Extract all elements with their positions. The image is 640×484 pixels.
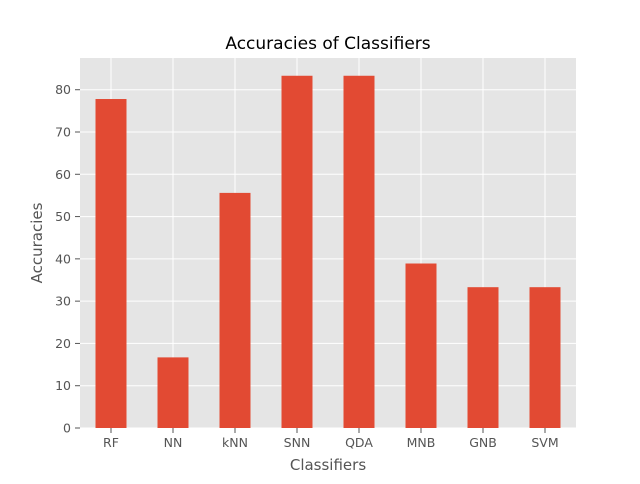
bar-svm: [529, 287, 561, 428]
x-axis-label: Classifiers: [290, 456, 366, 474]
bar-mnb: [405, 263, 437, 428]
x-tick-label: QDA: [345, 435, 373, 450]
y-tick-label: 40: [55, 251, 71, 266]
bar-knn: [219, 192, 251, 428]
y-tick-label: 60: [55, 167, 71, 182]
bar-nn: [157, 357, 189, 428]
x-tick-label: MNB: [407, 435, 436, 450]
y-tick-label: 0: [63, 421, 71, 436]
y-axis-label: Accuracies: [28, 202, 46, 283]
x-tick-label: RF: [103, 435, 119, 450]
y-tick-label: 50: [55, 209, 71, 224]
y-tick-label: 10: [55, 378, 71, 393]
plot-area: [80, 58, 576, 428]
y-tick-label: 70: [55, 125, 71, 140]
x-axis-ticks: RF NN kNN SNN QDA MNB GNB SVM: [103, 428, 559, 450]
y-axis-ticks: 0 10 20 30 40 50 60 70 80: [55, 82, 80, 436]
chart-title: Accuracies of Classifiers: [225, 34, 430, 54]
y-tick-label: 80: [55, 82, 71, 97]
x-tick-label: GNB: [469, 435, 497, 450]
x-tick-label: kNN: [222, 435, 248, 450]
x-tick-label: NN: [164, 435, 183, 450]
bar-qda: [343, 75, 375, 428]
bars: [95, 75, 561, 428]
y-tick-label: 30: [55, 294, 71, 309]
x-tick-label: SNN: [284, 435, 311, 450]
bar-rf: [95, 99, 127, 428]
bar-snn: [281, 75, 313, 428]
x-tick-label: SVM: [531, 435, 558, 450]
bar-gnb: [467, 287, 499, 428]
y-tick-label: 20: [55, 336, 71, 351]
